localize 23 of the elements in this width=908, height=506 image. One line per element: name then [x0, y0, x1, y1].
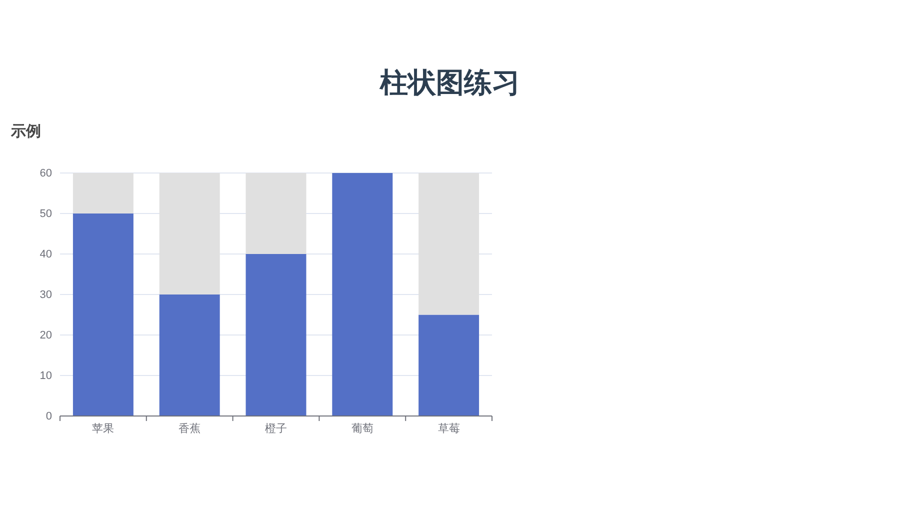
bar: [332, 173, 393, 416]
chart-title: 柱状图练习: [379, 66, 520, 99]
x-tick-label: 橙子: [265, 422, 287, 435]
bar: [159, 173, 220, 294]
x-tick-label: 苹果: [92, 422, 114, 435]
bar: [159, 294, 220, 416]
bar: [246, 254, 306, 416]
y-tick-label: 60: [40, 168, 52, 180]
bar: [72, 214, 134, 416]
bar: [418, 173, 480, 315]
bar: [418, 314, 480, 416]
y-tick-label: 10: [40, 370, 52, 382]
x-tick-label: 草莓: [438, 422, 460, 435]
y-tick-label: 30: [40, 289, 52, 302]
x-tick-label: 香蕉: [178, 422, 201, 435]
y-tick-label: 0: [46, 410, 52, 423]
x-tick-label: 葡萄: [351, 422, 374, 435]
bar: [72, 173, 134, 214]
y-tick-label: 20: [40, 330, 52, 342]
bar: [246, 173, 306, 254]
y-tick-label: 40: [40, 248, 52, 261]
y-tick-label: 50: [40, 208, 52, 220]
chart-subtitle: 示例: [10, 122, 41, 140]
